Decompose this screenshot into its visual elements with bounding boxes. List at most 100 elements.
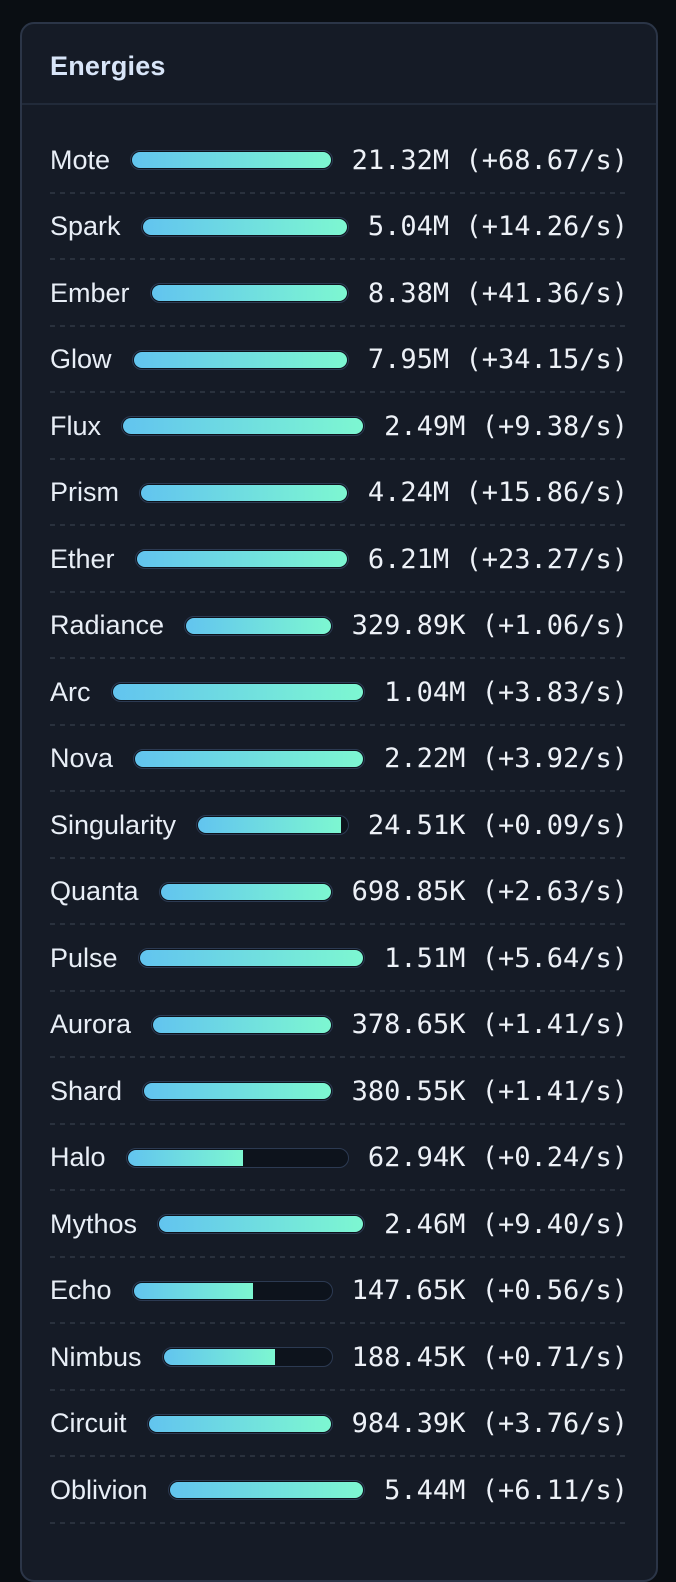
energy-row: Mythos 2.46M (+9.40/s) bbox=[50, 1191, 628, 1258]
energy-value: 698.85K (+2.63/s) bbox=[351, 876, 628, 908]
energy-progress-fill bbox=[133, 351, 347, 368]
energy-progress-track bbox=[133, 748, 366, 769]
energy-progress-fill bbox=[163, 1349, 275, 1366]
energy-progress-track bbox=[149, 283, 349, 304]
energy-name: Nova bbox=[50, 743, 114, 774]
panel-header: Energies bbox=[22, 24, 656, 105]
energy-name: Oblivion bbox=[50, 1474, 148, 1505]
energy-row: Prism 4.24M (+15.86/s) bbox=[50, 460, 628, 527]
energy-name: Halo bbox=[50, 1142, 106, 1173]
energy-progress-track bbox=[142, 1081, 333, 1102]
energy-name: Pulse bbox=[50, 942, 118, 973]
energy-progress-fill bbox=[160, 883, 331, 900]
energy-progress-track bbox=[110, 682, 366, 703]
energy-name: Ether bbox=[50, 543, 115, 574]
energy-progress-track bbox=[130, 150, 333, 171]
energy-row: Flux 2.49M (+9.38/s) bbox=[50, 393, 628, 460]
energy-value: 329.89K (+1.06/s) bbox=[351, 610, 628, 642]
energy-row: Mote 21.32M (+68.67/s) bbox=[50, 127, 628, 194]
energy-progress-track bbox=[131, 1280, 333, 1301]
energy-name: Glow bbox=[50, 344, 112, 375]
energy-progress-fill bbox=[133, 1282, 253, 1299]
energy-name: Shard bbox=[50, 1075, 123, 1106]
energy-progress-fill bbox=[148, 1415, 331, 1432]
energy-row: Halo 62.94K (+0.24/s) bbox=[50, 1125, 628, 1192]
energy-name: Spark bbox=[50, 211, 121, 242]
energy-progress-fill bbox=[169, 1482, 364, 1499]
energy-progress-fill bbox=[136, 551, 347, 568]
energy-progress-track bbox=[140, 216, 349, 237]
energy-value: 2.22M (+3.92/s) bbox=[384, 743, 628, 775]
energy-progress-track bbox=[157, 1214, 366, 1235]
energy-name: Arc bbox=[50, 676, 91, 707]
energy-row: Pulse 1.51M (+5.64/s) bbox=[50, 925, 628, 992]
energy-progress-track bbox=[121, 416, 366, 437]
energy-progress-track bbox=[125, 1147, 349, 1168]
energy-name: Aurora bbox=[50, 1009, 132, 1040]
energy-value: 1.04M (+3.83/s) bbox=[384, 676, 628, 708]
energy-progress-track bbox=[167, 1480, 366, 1501]
energy-progress-fill bbox=[112, 684, 364, 701]
energy-value: 1.51M (+5.64/s) bbox=[384, 942, 628, 974]
energy-progress-track bbox=[158, 881, 333, 902]
energy-progress-track bbox=[134, 549, 349, 570]
energy-name: Echo bbox=[50, 1275, 112, 1306]
energy-name: Flux bbox=[50, 410, 102, 441]
energy-progress-track bbox=[196, 815, 349, 836]
energy-progress-track bbox=[146, 1413, 333, 1434]
energy-progress-fill bbox=[135, 750, 364, 767]
energy-row: Shard 380.55K (+1.41/s) bbox=[50, 1058, 628, 1125]
energy-value: 4.24M (+15.86/s) bbox=[367, 477, 628, 509]
energy-value: 5.04M (+14.26/s) bbox=[367, 211, 628, 243]
energy-progress-fill bbox=[141, 484, 347, 501]
energy-value: 2.46M (+9.40/s) bbox=[384, 1208, 628, 1240]
energy-row: Ether 6.21M (+23.27/s) bbox=[50, 526, 628, 593]
energy-row: Oblivion 5.44M (+6.11/s) bbox=[50, 1457, 628, 1524]
energy-progress-fill bbox=[139, 950, 364, 967]
energy-name: Prism bbox=[50, 477, 119, 508]
energy-progress-fill bbox=[186, 617, 331, 634]
energy-progress-fill bbox=[151, 285, 347, 302]
energy-name: Mythos bbox=[50, 1208, 138, 1239]
energy-progress-fill bbox=[144, 1083, 331, 1100]
energy-progress-fill bbox=[123, 418, 364, 435]
energy-row: Nova 2.22M (+3.92/s) bbox=[50, 726, 628, 793]
energy-value: 147.65K (+0.56/s) bbox=[351, 1275, 628, 1307]
energy-row: Echo 147.65K (+0.56/s) bbox=[50, 1258, 628, 1325]
energy-value: 62.94K (+0.24/s) bbox=[367, 1142, 628, 1174]
energy-progress-track bbox=[184, 615, 333, 636]
energy-progress-track bbox=[131, 349, 349, 370]
energy-row: Arc 1.04M (+3.83/s) bbox=[50, 659, 628, 726]
energy-value: 8.38M (+41.36/s) bbox=[367, 277, 628, 309]
energy-row: Singularity 24.51K (+0.09/s) bbox=[50, 792, 628, 859]
energy-value: 378.65K (+1.41/s) bbox=[351, 1009, 628, 1041]
energy-row: Nimbus 188.45K (+0.71/s) bbox=[50, 1324, 628, 1391]
energy-progress-track bbox=[137, 948, 366, 969]
energy-progress-track bbox=[139, 482, 349, 503]
energy-row: Circuit 984.39K (+3.76/s) bbox=[50, 1391, 628, 1458]
energy-name: Circuit bbox=[50, 1408, 127, 1439]
energy-name: Radiance bbox=[50, 610, 165, 641]
energy-progress-track bbox=[151, 1014, 333, 1035]
energy-value: 2.49M (+9.38/s) bbox=[384, 410, 628, 442]
energy-value: 21.32M (+68.67/s) bbox=[351, 144, 628, 176]
energy-progress-fill bbox=[132, 152, 331, 169]
energy-list: Mote 21.32M (+68.67/s) Spark 5.04M (+14.… bbox=[22, 105, 656, 1524]
energy-row: Spark 5.04M (+14.26/s) bbox=[50, 194, 628, 261]
energy-row: Ember 8.38M (+41.36/s) bbox=[50, 260, 628, 327]
energy-row: Aurora 378.65K (+1.41/s) bbox=[50, 992, 628, 1059]
energy-row: Quanta 698.85K (+2.63/s) bbox=[50, 859, 628, 926]
energy-progress-fill bbox=[159, 1216, 364, 1233]
energy-progress-fill bbox=[127, 1149, 243, 1166]
energy-value: 7.95M (+34.15/s) bbox=[367, 344, 628, 376]
energy-name: Ember bbox=[50, 277, 130, 308]
energy-name: Nimbus bbox=[50, 1341, 142, 1372]
energies-panel: Energies Mote 21.32M (+68.67/s) Spark 5.… bbox=[20, 22, 658, 1582]
energy-value: 24.51K (+0.09/s) bbox=[367, 809, 628, 841]
energy-value: 984.39K (+3.76/s) bbox=[351, 1408, 628, 1440]
energy-progress-track bbox=[161, 1347, 333, 1368]
energy-value: 6.21M (+23.27/s) bbox=[367, 543, 628, 575]
energy-row: Radiance 329.89K (+1.06/s) bbox=[50, 593, 628, 660]
energy-progress-fill bbox=[198, 817, 341, 834]
energy-value: 188.45K (+0.71/s) bbox=[351, 1341, 628, 1373]
